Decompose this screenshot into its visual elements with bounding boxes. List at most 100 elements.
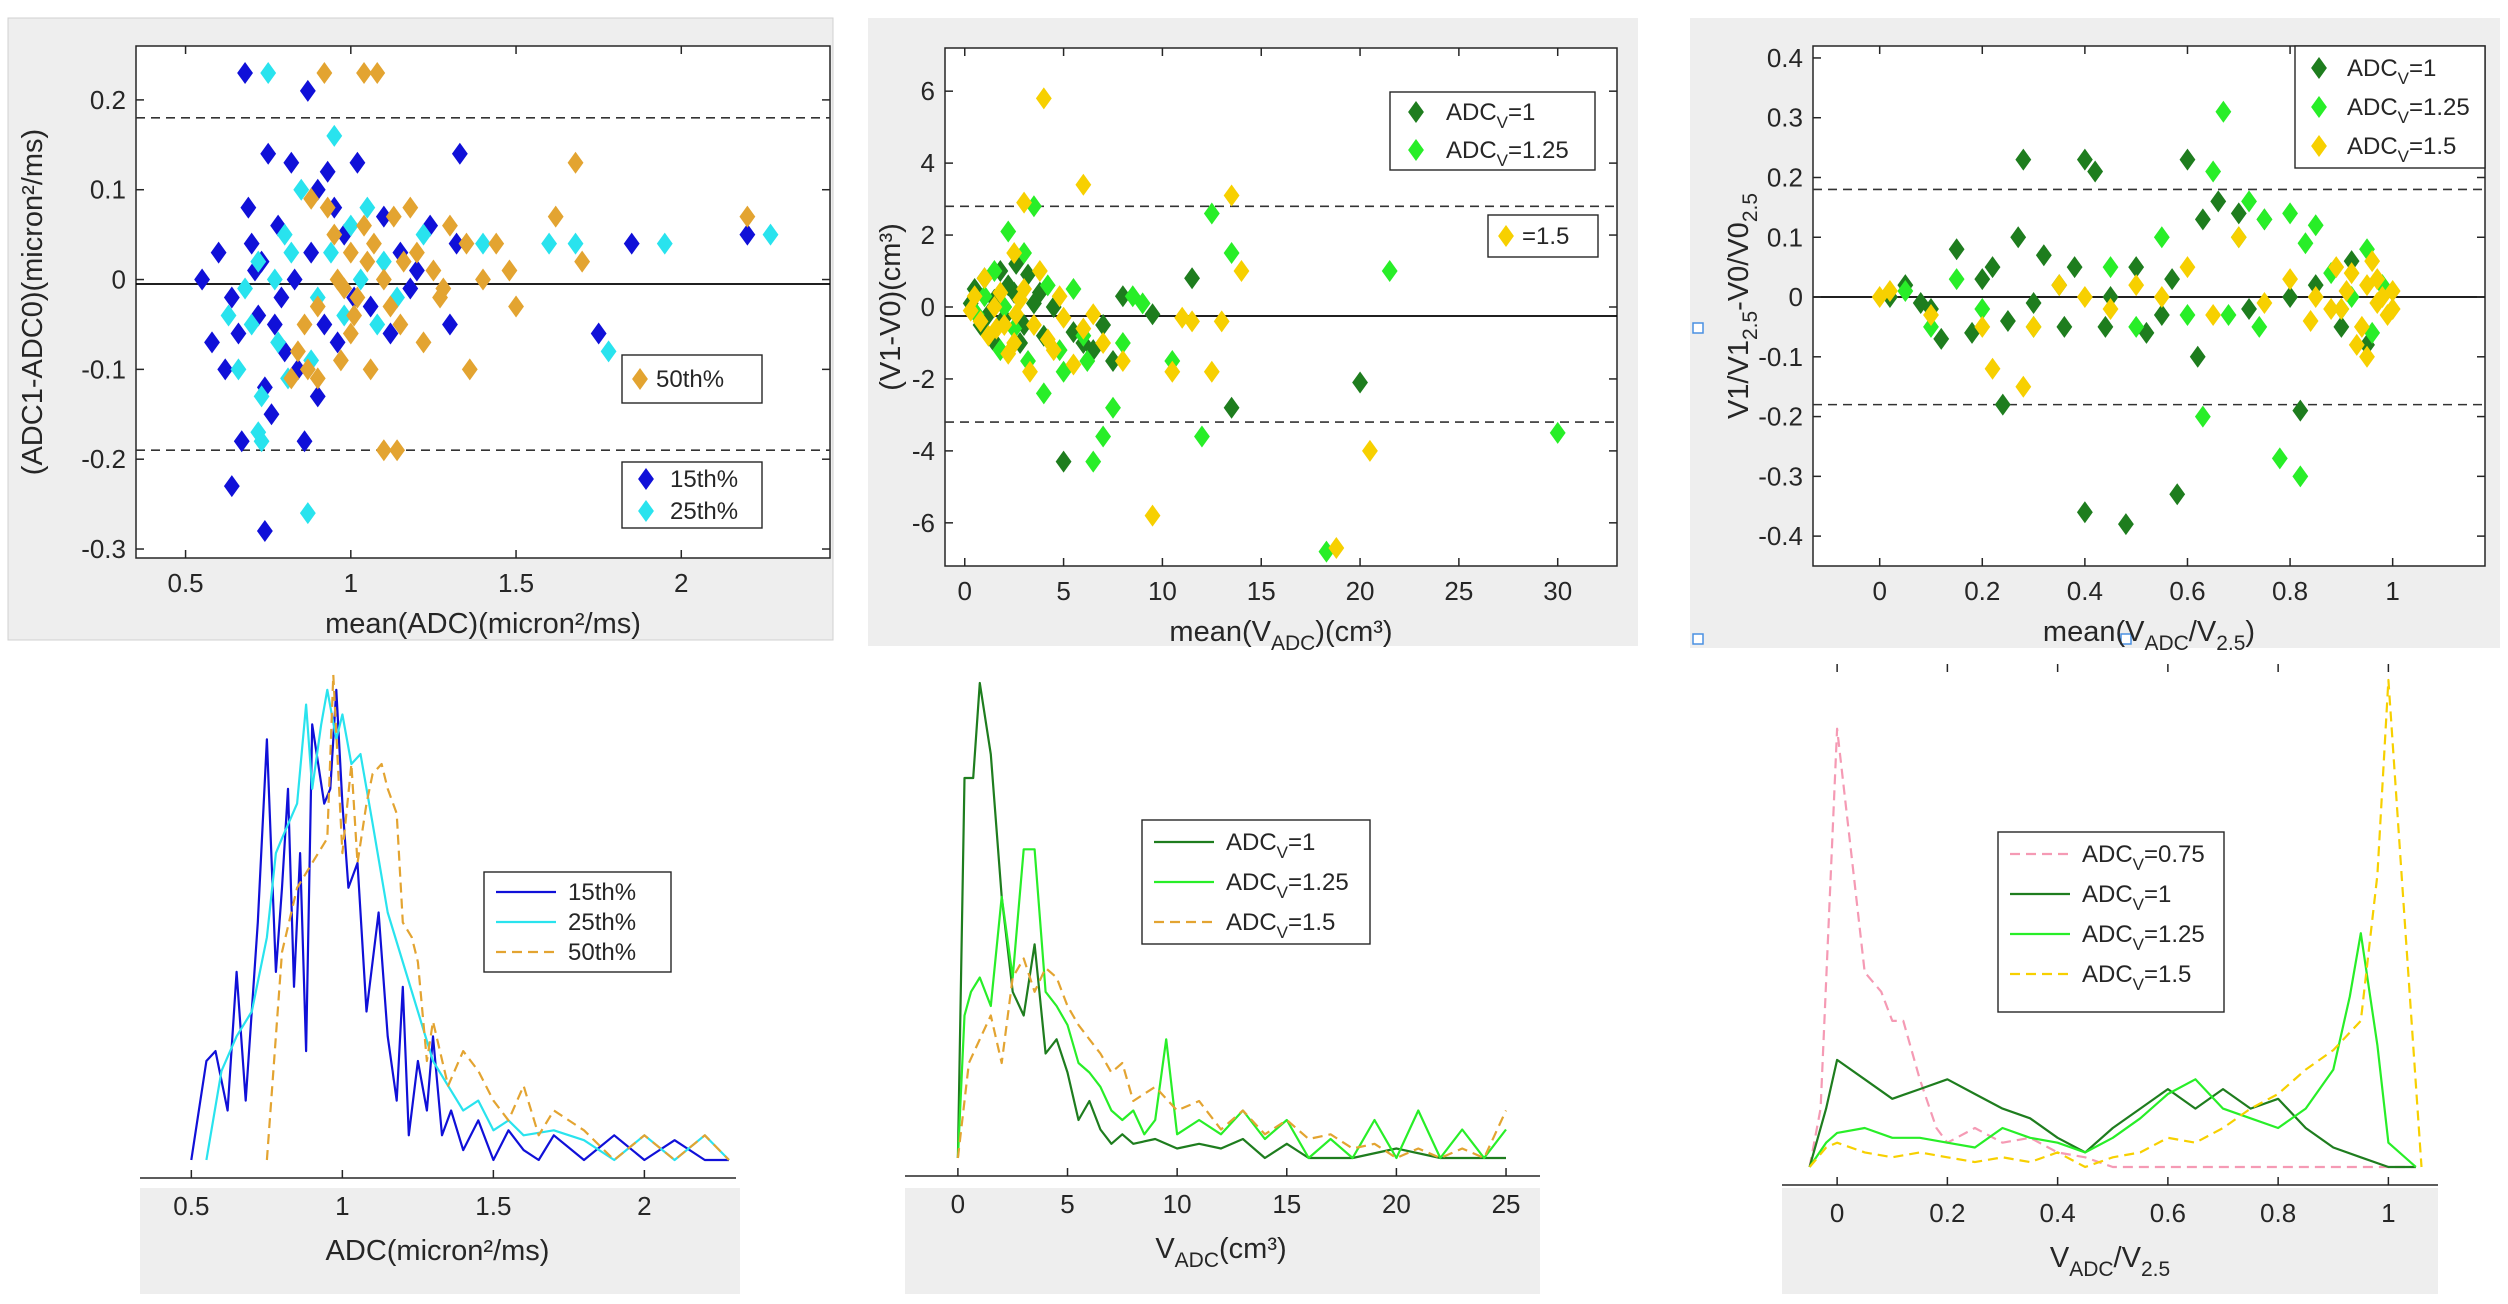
data-point	[2194, 208, 2211, 231]
data-point	[2076, 148, 2093, 171]
x-tick-label: 5	[1056, 576, 1070, 606]
data-point	[1085, 303, 1102, 326]
data-point	[352, 268, 369, 291]
data-point	[382, 295, 399, 318]
data-point	[1184, 310, 1200, 333]
x-tick-label: 0.5	[173, 1191, 209, 1221]
data-point	[336, 277, 353, 300]
y-tick-label: 0.3	[1767, 103, 1803, 133]
data-point	[656, 232, 673, 255]
data-point	[996, 296, 1013, 318]
data-point	[1006, 242, 1023, 265]
data-point	[1381, 260, 1398, 283]
data-point	[2076, 501, 2093, 524]
data-point	[250, 250, 267, 273]
panel-3-handle-bottom[interactable]	[2120, 633, 2132, 645]
y-tick-label: 0	[1789, 282, 1803, 312]
x-axis-label: mean(VADC/V2.5)	[2043, 616, 2255, 655]
data-point	[2359, 345, 2375, 368]
legend-label: 25th%	[670, 498, 738, 525]
x-tick-label: 0.2	[1964, 576, 2000, 606]
data-point	[988, 317, 1005, 340]
data-point	[475, 268, 491, 291]
y-tick-label: -0.1	[81, 354, 126, 384]
data-point	[1144, 303, 1161, 326]
data-point	[2097, 315, 2114, 338]
x-tick-label: 0.4	[2040, 1198, 2076, 1228]
x-axis-label: ADC(micron²/ms)	[326, 1235, 550, 1267]
panel-3-handle-bottom-left[interactable]	[1692, 633, 1704, 645]
data-point	[329, 268, 346, 291]
data-point	[2153, 286, 2170, 309]
data-point	[2010, 226, 2027, 249]
data-point	[359, 250, 376, 273]
data-point	[250, 421, 267, 444]
data-point	[253, 385, 270, 408]
x-tick-label: 10	[1163, 1189, 1192, 1219]
data-point	[395, 250, 412, 273]
data-point	[299, 502, 316, 525]
data-point	[230, 358, 247, 381]
data-point	[739, 205, 756, 228]
data-point	[2343, 250, 2360, 273]
data-point	[488, 232, 505, 255]
panel-4-label-band	[140, 1188, 740, 1294]
panel-3-handle-left[interactable]	[1692, 322, 1704, 334]
data-point	[996, 313, 1013, 336]
data-point	[458, 232, 475, 255]
y-tick-label: 6	[921, 76, 935, 106]
data-point	[1124, 285, 1141, 308]
data-point	[547, 205, 564, 228]
data-point	[590, 322, 607, 345]
data-point	[283, 151, 300, 174]
data-point	[2256, 208, 2273, 231]
x-axis-label: mean(ADC)(micron²/ms)	[325, 608, 641, 640]
x-tick-label: 15	[1247, 576, 1276, 606]
data-point	[362, 295, 379, 318]
series-line	[205, 688, 730, 1162]
y-tick-label: 4	[921, 148, 935, 178]
data-point	[1065, 278, 1082, 301]
data-point	[2241, 297, 2257, 320]
data-point	[1213, 310, 1230, 333]
x-tick-label: 20	[1382, 1189, 1411, 1219]
data-point	[442, 313, 458, 336]
data-point	[326, 223, 343, 246]
data-point	[210, 241, 227, 264]
y-axis-label: V1/V12.5-V0/V02.5	[1723, 193, 1762, 419]
data-point	[303, 241, 320, 264]
series-line	[1808, 1058, 2416, 1169]
data-point	[375, 439, 392, 462]
y-tick-label: -0.4	[1758, 521, 1803, 551]
x-tick-label: 15	[1272, 1189, 1301, 1219]
data-point	[415, 223, 432, 246]
data-point	[1065, 321, 1082, 344]
x-tick-label: 0.2	[1929, 1198, 1965, 1228]
data-point	[2076, 286, 2093, 309]
data-point	[356, 214, 372, 237]
panel-5-label-band	[905, 1188, 1540, 1294]
data-point	[2369, 292, 2386, 315]
data-point	[2292, 399, 2309, 422]
data-point	[1114, 349, 1131, 372]
data-point	[1105, 396, 1121, 419]
data-point	[362, 358, 379, 381]
data-point	[356, 61, 372, 84]
data-point	[1912, 292, 1929, 315]
legend-label: ADCV=1	[1226, 829, 1315, 862]
data-point	[2256, 292, 2273, 315]
data-point	[2205, 160, 2222, 183]
data-point	[266, 268, 283, 291]
panel-6-label-band	[1782, 1188, 2438, 1294]
legend-label: ADCV=1.5	[1226, 909, 1335, 942]
data-point	[2220, 303, 2237, 326]
data-point	[316, 313, 333, 336]
legend-marker	[632, 368, 648, 390]
data-point	[435, 277, 452, 300]
data-point	[309, 367, 326, 390]
y-tick-label: 0.2	[1767, 162, 1803, 192]
data-point	[319, 196, 336, 219]
data-point	[2348, 333, 2365, 356]
data-point	[342, 322, 359, 345]
data-point	[1984, 256, 2001, 279]
